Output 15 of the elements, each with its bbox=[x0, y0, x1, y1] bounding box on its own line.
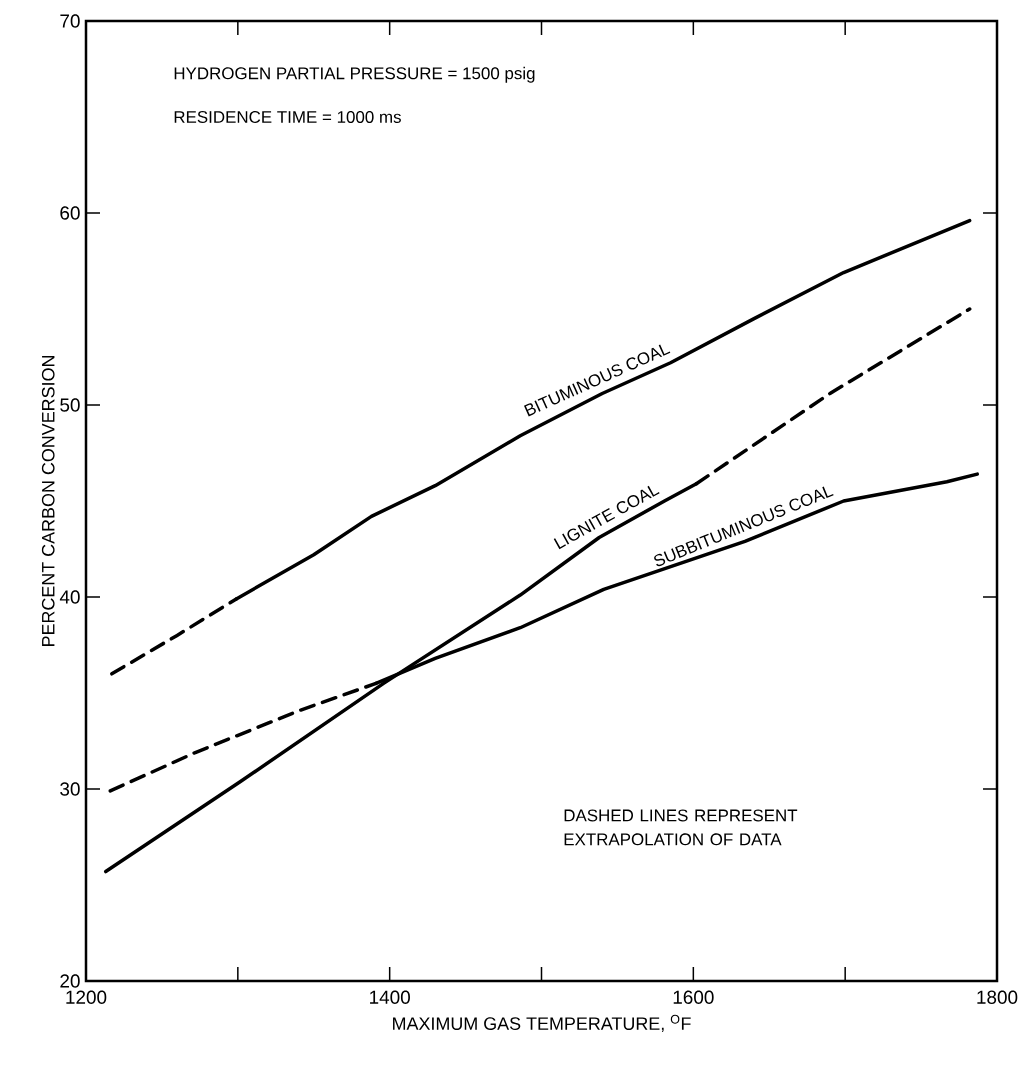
x-tick-label: 1200 bbox=[66, 990, 107, 1004]
x-tick-label: 1400 bbox=[370, 990, 410, 1004]
x-axis-title: MAXIMUM GAS TEMPERATURE, $^{O}$F bbox=[393, 1014, 691, 1033]
y-tick-label: 40 bbox=[59, 590, 80, 604]
y-tick-label: 30 bbox=[60, 782, 80, 796]
y-axis-title: PERCENT CARBON CONVERSION bbox=[41, 356, 55, 646]
annotation: DASHED LINES REPRESENT EXTRAPOLATION OF DATA bbox=[564, 809, 798, 846]
y-tick-label: 60 bbox=[60, 206, 80, 220]
annotation: HYDROGEN PARTIAL PRESSURE = 1500 psig bbox=[174, 66, 535, 83]
x-tick-label: 1600 bbox=[673, 990, 714, 1004]
y-tick-label: 50 bbox=[60, 398, 80, 412]
annotation: RESIDENCE TIME = 1000 ms bbox=[174, 111, 401, 123]
y-tick-label: 70 bbox=[60, 14, 80, 28]
y-tick-label: 20 bbox=[60, 974, 80, 988]
x-tick-label: 1800 bbox=[977, 990, 1018, 1004]
